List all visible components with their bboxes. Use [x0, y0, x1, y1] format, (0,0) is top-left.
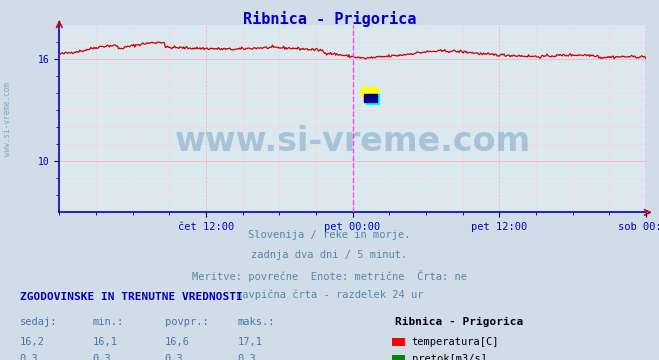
Text: 0,3: 0,3	[20, 354, 38, 360]
Text: sedaj:: sedaj:	[20, 317, 57, 327]
Text: www.si-vreme.com: www.si-vreme.com	[3, 82, 13, 156]
Text: maks.:: maks.:	[237, 317, 275, 327]
Text: Slovenija / reke in morje.: Slovenija / reke in morje.	[248, 230, 411, 240]
Text: Meritve: povrečne  Enote: metrične  Črta: ne: Meritve: povrečne Enote: metrične Črta: …	[192, 270, 467, 282]
Text: 16,6: 16,6	[165, 337, 190, 347]
Text: 17,1: 17,1	[237, 337, 262, 347]
Text: 16,1: 16,1	[92, 337, 117, 347]
Text: 16,2: 16,2	[20, 337, 45, 347]
Text: pretok[m3/s]: pretok[m3/s]	[412, 354, 487, 360]
Text: Ribnica - Prigorica: Ribnica - Prigorica	[243, 11, 416, 27]
Text: 0,3: 0,3	[92, 354, 111, 360]
Bar	[364, 94, 376, 102]
Text: min.:: min.:	[92, 317, 123, 327]
Text: navpična črta - razdelek 24 ur: navpična črta - razdelek 24 ur	[236, 290, 423, 300]
Text: Ribnica - Prigorica: Ribnica - Prigorica	[395, 317, 524, 327]
Bar	[366, 94, 379, 104]
Text: temperatura[C]: temperatura[C]	[412, 337, 500, 347]
Text: povpr.:: povpr.:	[165, 317, 208, 327]
Text: 0,3: 0,3	[165, 354, 183, 360]
Bar	[361, 87, 378, 96]
Text: ZGODOVINSKE IN TRENUTNE VREDNOSTI: ZGODOVINSKE IN TRENUTNE VREDNOSTI	[20, 292, 243, 302]
Text: www.si-vreme.com: www.si-vreme.com	[175, 125, 530, 158]
Text: 0,3: 0,3	[237, 354, 256, 360]
Text: zadnja dva dni / 5 minut.: zadnja dva dni / 5 minut.	[251, 250, 408, 260]
